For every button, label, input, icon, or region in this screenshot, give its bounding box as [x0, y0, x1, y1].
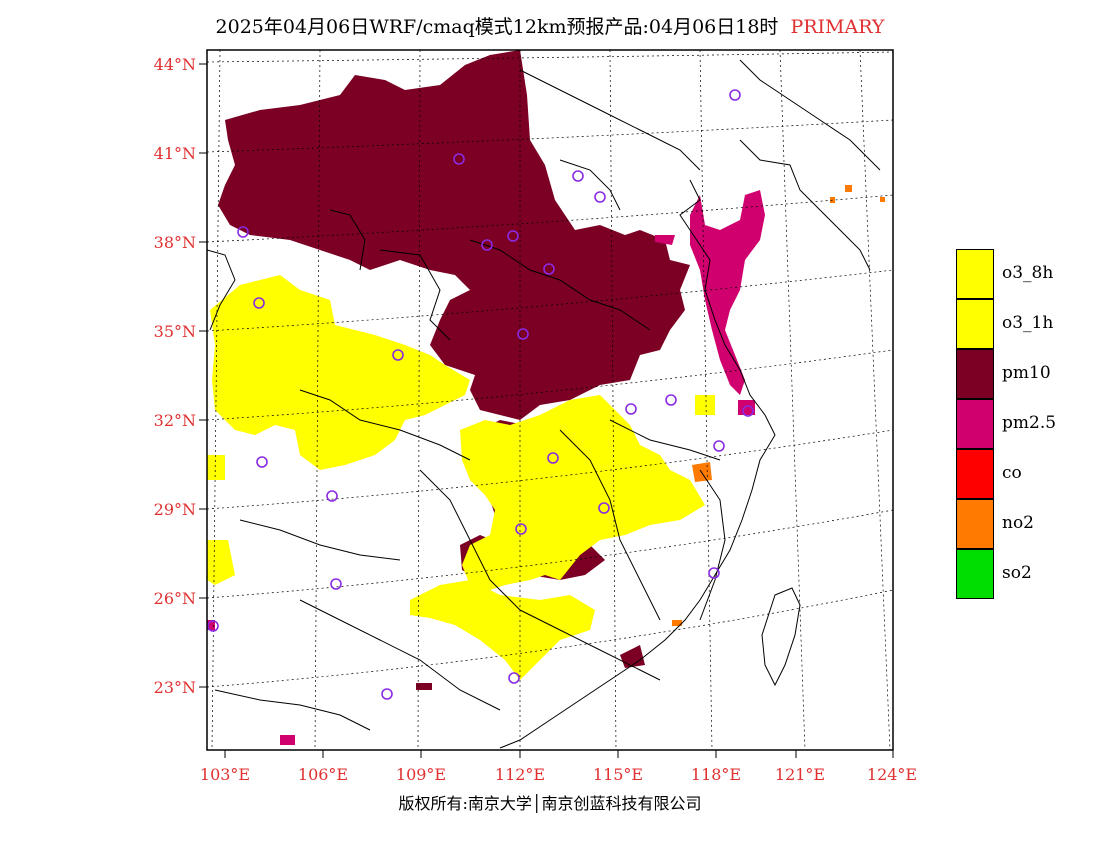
station-marker [598, 502, 610, 514]
legend-swatch [956, 499, 994, 549]
station-marker [594, 191, 606, 203]
map-frame [206, 49, 894, 751]
lat-label: 41°N [153, 144, 196, 163]
lat-label: 26°N [153, 589, 196, 608]
graticule [206, 49, 894, 751]
station-marker [713, 440, 725, 452]
lat-label: 44°N [153, 55, 196, 74]
station-marker [256, 456, 268, 468]
title-primary-tag: PRIMARY [790, 16, 885, 38]
lon-label: 103°E [199, 765, 251, 784]
legend-swatch [956, 549, 994, 599]
lat-label: 23°N [153, 678, 196, 697]
station-marker [207, 620, 219, 632]
o3-region [207, 275, 715, 680]
axis-ticks [199, 63, 894, 758]
station-marker [253, 297, 265, 309]
legend-swatch [956, 349, 994, 399]
lat-label: 35°N [153, 322, 196, 341]
lon-label: 106°E [297, 765, 349, 784]
lon-label: 118°E [690, 765, 742, 784]
lon-label: 115°E [592, 765, 644, 784]
map-title: 2025年04月06日WRF/cmaq模式12km预报产品:04月06日18时 P… [0, 12, 1100, 39]
station-marker [515, 523, 527, 535]
lat-label: 38°N [153, 233, 196, 252]
station-marker [392, 349, 404, 361]
legend-label: o3_1h [1002, 313, 1054, 333]
legend-label: pm10 [1002, 363, 1051, 383]
legend-label: co [1002, 463, 1022, 483]
legend-label: pm2.5 [1002, 413, 1057, 433]
legend-swatch [956, 249, 994, 299]
lon-label: 124°E [866, 765, 918, 784]
lat-label: 32°N [153, 411, 196, 430]
station-marker [507, 230, 519, 242]
station-marker [508, 672, 520, 684]
lon-label: 121°E [774, 765, 826, 784]
no2-region [672, 185, 885, 626]
station-marker [742, 405, 754, 417]
station-marker [665, 394, 677, 406]
station-marker [237, 226, 249, 238]
lon-label: 112°E [494, 765, 546, 784]
legend-swatch [956, 299, 994, 349]
station-marker [729, 89, 741, 101]
title-text: 2025年04月06日WRF/cmaq模式12km预报产品:04月06日18时 [215, 16, 779, 38]
legend-swatch [956, 449, 994, 499]
legend-label: o3_8h [1002, 263, 1054, 283]
legend-label: no2 [1002, 513, 1034, 533]
station-marker [572, 170, 584, 182]
station-marker [330, 578, 342, 590]
copyright-text: 版权所有:南京大学│南京创蓝科技有限公司 [398, 794, 702, 813]
station-marker [381, 688, 393, 700]
station-marker [543, 263, 555, 275]
station-marker [453, 153, 465, 165]
station-marker [547, 452, 559, 464]
boundary-lines [206, 59, 881, 731]
station-marker [708, 567, 720, 579]
legend-label: so2 [1002, 563, 1032, 583]
station-marker [625, 403, 637, 415]
lat-label: 29°N [153, 500, 196, 519]
lon-label: 109°E [395, 765, 447, 784]
station-marker [326, 490, 338, 502]
station-markers [207, 89, 754, 700]
station-marker [481, 239, 493, 251]
legend-swatch [956, 399, 994, 449]
coastline [499, 139, 871, 749]
station-marker [517, 328, 529, 340]
